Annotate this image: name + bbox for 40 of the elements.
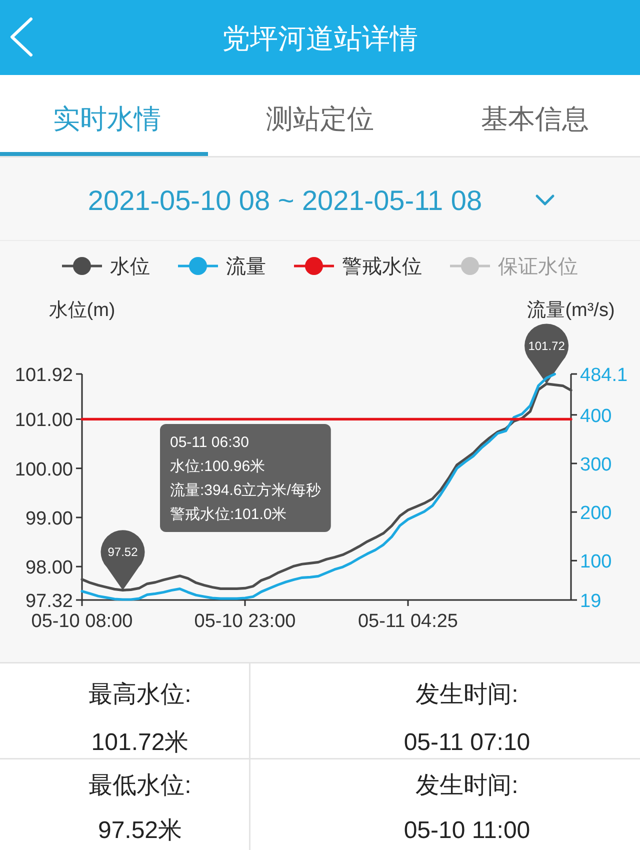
legend-label: 保证水位 [498, 256, 578, 278]
x-tick-label: 05-10 23:00 [194, 611, 296, 632]
y2-tick-label: 400 [580, 406, 612, 427]
y-tick-label: 101.92 [14, 365, 73, 386]
data-label: 97.52 [108, 545, 138, 560]
annotation: 警戒水位:101.0米 [170, 506, 287, 523]
y2-tick-label: 19 [580, 591, 602, 612]
annotation: 流量:394.6立方米/每秒 [170, 482, 321, 499]
y2-tick-label: 200 [580, 503, 612, 524]
chart-title: 党坪河道站详情 [222, 23, 418, 54]
y-tick-label: 98.00 [25, 558, 73, 579]
x-tick-label: 05-11 04:25 [358, 611, 458, 632]
legend-label: 流量 [226, 256, 266, 278]
x-tick-label: 05-10 08:00 [31, 611, 133, 632]
y2-tick-label: 100 [580, 552, 612, 573]
legend-label: 水位 [110, 256, 150, 278]
text: 101.72米 [91, 729, 189, 756]
data-label: 101.72 [528, 338, 566, 353]
text: 基本信息 [481, 104, 589, 134]
text: 最低水位: [88, 772, 192, 799]
legend-label: 警戒水位 [342, 256, 422, 278]
y2-tick-label: 300 [580, 454, 612, 476]
y-tick-label: 99.00 [25, 508, 73, 530]
text: 发生时间: [416, 681, 518, 708]
y-tick-label: 101.00 [14, 410, 73, 432]
annotation: 水位:100.96米 [170, 458, 266, 475]
y-tick-label: 97.32 [25, 591, 73, 612]
text: 05-11 07:10 [404, 729, 530, 756]
text: 05-10 11:00 [404, 817, 530, 844]
y-tick-label: 100.00 [14, 459, 73, 480]
text: 实时水情 [53, 104, 161, 134]
y-axis-title: 水位(m) [48, 300, 116, 321]
text: 最高水位: [88, 681, 192, 708]
chart-subtitle: 2021-05-10 08 ~ 2021-05-11 08 [88, 185, 482, 216]
text: 97.52米 [98, 817, 182, 844]
y2-axis-title: 流量(m³/s) [527, 299, 615, 321]
y2-tick-label: 484.1 [580, 365, 628, 386]
annotation: 05-11 06:30 [170, 434, 249, 451]
text: 测站定位 [266, 104, 374, 134]
text: 发生时间: [416, 772, 518, 799]
